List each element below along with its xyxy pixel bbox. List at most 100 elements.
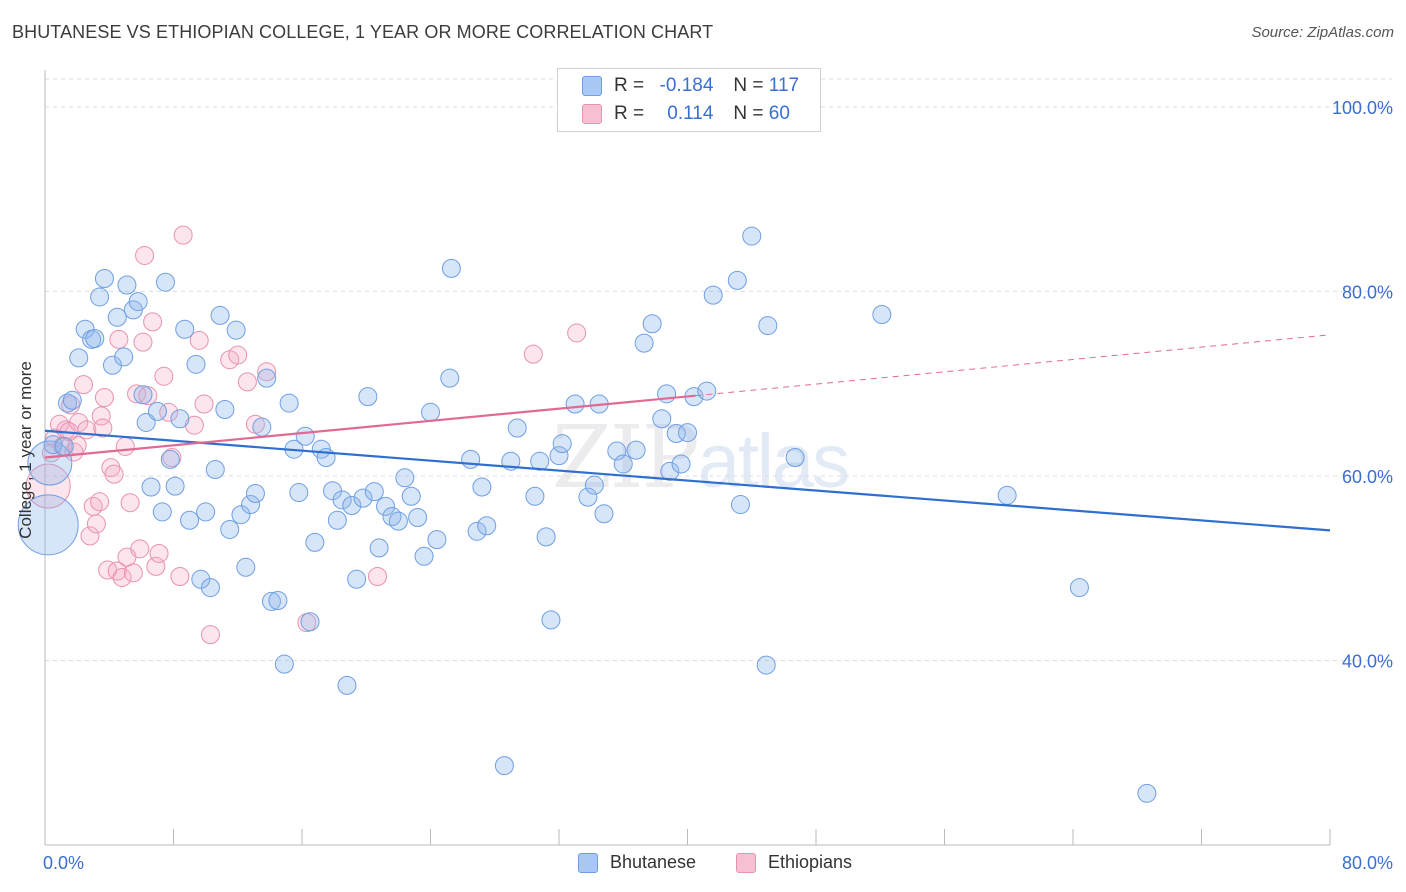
ethiopians-point: [154, 366, 174, 386]
ethiopians-point: [109, 329, 129, 349]
bhutanese-point: [758, 316, 778, 336]
n-value-bhutanese: 117: [768, 75, 800, 96]
ethiopians-point: [77, 420, 97, 440]
ethiopians-point: [94, 388, 114, 408]
y-tick-label: 80.0%: [1342, 282, 1393, 302]
bhutanese-point: [107, 307, 127, 327]
bhutanese-point: [626, 440, 646, 460]
bhutanese-point: [215, 400, 235, 420]
bhutanese-point: [642, 314, 662, 334]
bhutanese-point: [703, 285, 723, 305]
legend-label-bhutanese: Bhutanese: [610, 852, 697, 872]
bhutanese-point: [427, 530, 447, 550]
ethiopians-point: [135, 245, 155, 265]
bhutanese-point: [261, 591, 281, 611]
n-label: N =: [733, 103, 764, 124]
ethiopians-point: [149, 543, 169, 563]
bhutanese-point: [175, 319, 195, 339]
legend-row-ethiopians: R = 0.114 N = 60: [582, 101, 790, 127]
bhutanese-point: [525, 486, 545, 506]
ethiopians-point: [228, 345, 248, 365]
bhutanese-point: [678, 423, 697, 443]
bhutanese-point: [332, 490, 352, 510]
ethiopians-point: [112, 567, 132, 587]
bhutanese-point: [671, 454, 691, 474]
legend-label-ethiopians: Ethiopians: [768, 852, 853, 872]
ethiopians-point: [86, 514, 106, 534]
correlation-legend: R = -0.184 N = 117 R = 0.114 N = 60: [557, 68, 821, 132]
legend-item-bhutanese[interactable]: Bhutanese: [578, 852, 696, 873]
bhutanese-point: [565, 394, 585, 414]
bhutanese-point: [461, 449, 481, 469]
bhutanese-point: [114, 347, 134, 367]
bhutanese-point: [155, 272, 175, 292]
bhutanese-point: [467, 521, 487, 541]
ethiopians-point: [123, 563, 143, 583]
ethiopians-point: [91, 406, 111, 426]
bhutanese-point: [395, 468, 415, 488]
bhutanese-point: [657, 384, 677, 404]
ethiopians-point: [49, 414, 69, 434]
bhutanese-point: [472, 477, 492, 497]
bhutanese-point: [477, 516, 497, 536]
bhutanese-point: [347, 569, 367, 589]
bhutanese-point: [165, 476, 185, 496]
bhutanese-point: [152, 502, 172, 522]
bhutanese-point: [997, 485, 1017, 505]
bhutanese-point: [1069, 578, 1089, 598]
ethiopians-point: [107, 561, 127, 581]
bhutanese-point: [727, 270, 747, 290]
ethiopians-trend-line: [44, 394, 696, 459]
bhutanese-point: [226, 320, 246, 340]
bhutanese-point: [536, 527, 556, 547]
bhutanese-point: [54, 436, 74, 456]
tick-labels: 100.0% 80.0% 60.0% 40.0% 0.0% 80.0%: [43, 98, 1393, 873]
bhutanese-point: [231, 505, 251, 525]
r-value-bhutanese: -0.184: [659, 75, 714, 96]
bhutanese-point: [549, 446, 569, 466]
bhutanese-point: [117, 275, 137, 295]
y-axis-label: College, 1 year or more: [16, 361, 35, 539]
bhutanese-point: [17, 494, 79, 556]
chart-source: Source: ZipAtlas.com: [1251, 24, 1394, 41]
bhutanese-point: [85, 328, 105, 348]
y-tick-label: 60.0%: [1342, 467, 1393, 487]
ethiopians-point: [237, 372, 257, 392]
x-tick-label: 0.0%: [43, 853, 84, 873]
bhutanese-point: [245, 483, 265, 503]
x-tick-label: 80.0%: [1342, 853, 1393, 873]
ethiopians-point: [567, 323, 587, 343]
bhutanese-point: [274, 654, 294, 674]
ethiopians-point: [194, 394, 214, 414]
legend-item-ethiopians[interactable]: Ethiopians: [736, 852, 852, 873]
bhutanese-point: [252, 417, 272, 437]
ethiopians-trend-extension: [695, 334, 1331, 397]
bhutanese-point: [613, 454, 633, 474]
bhutanese-point: [652, 409, 672, 429]
ethiopians-point: [93, 418, 113, 438]
bhutanese-point: [220, 519, 240, 539]
bhutanese-point: [241, 495, 261, 515]
bhutanese-point: [552, 434, 572, 454]
bhutanese-point: [660, 461, 680, 481]
bhutanese-point: [494, 756, 514, 776]
bhutanese-point: [69, 348, 89, 368]
bhutanese-point: [414, 546, 434, 566]
bhutanese-point: [210, 305, 230, 325]
bhutanese-point: [584, 475, 604, 495]
bhutanese-point: [441, 258, 461, 278]
bhutanese-legend-swatch: [578, 852, 598, 873]
ethiopians-point: [367, 567, 387, 587]
bhutanese-point: [133, 385, 153, 405]
bhutanese-point: [634, 333, 654, 353]
bhutanese-point: [358, 387, 378, 407]
trend-lines: [44, 334, 1331, 532]
bhutanese-point: [205, 459, 225, 479]
series-legend: Bhutanese Ethiopians: [0, 850, 1406, 878]
bhutanese-points: [17, 226, 1157, 803]
bhutanese-point: [191, 569, 211, 589]
bhutanese-point: [62, 390, 82, 410]
bhutanese-point: [196, 502, 216, 522]
ethiopians-point: [69, 412, 89, 432]
